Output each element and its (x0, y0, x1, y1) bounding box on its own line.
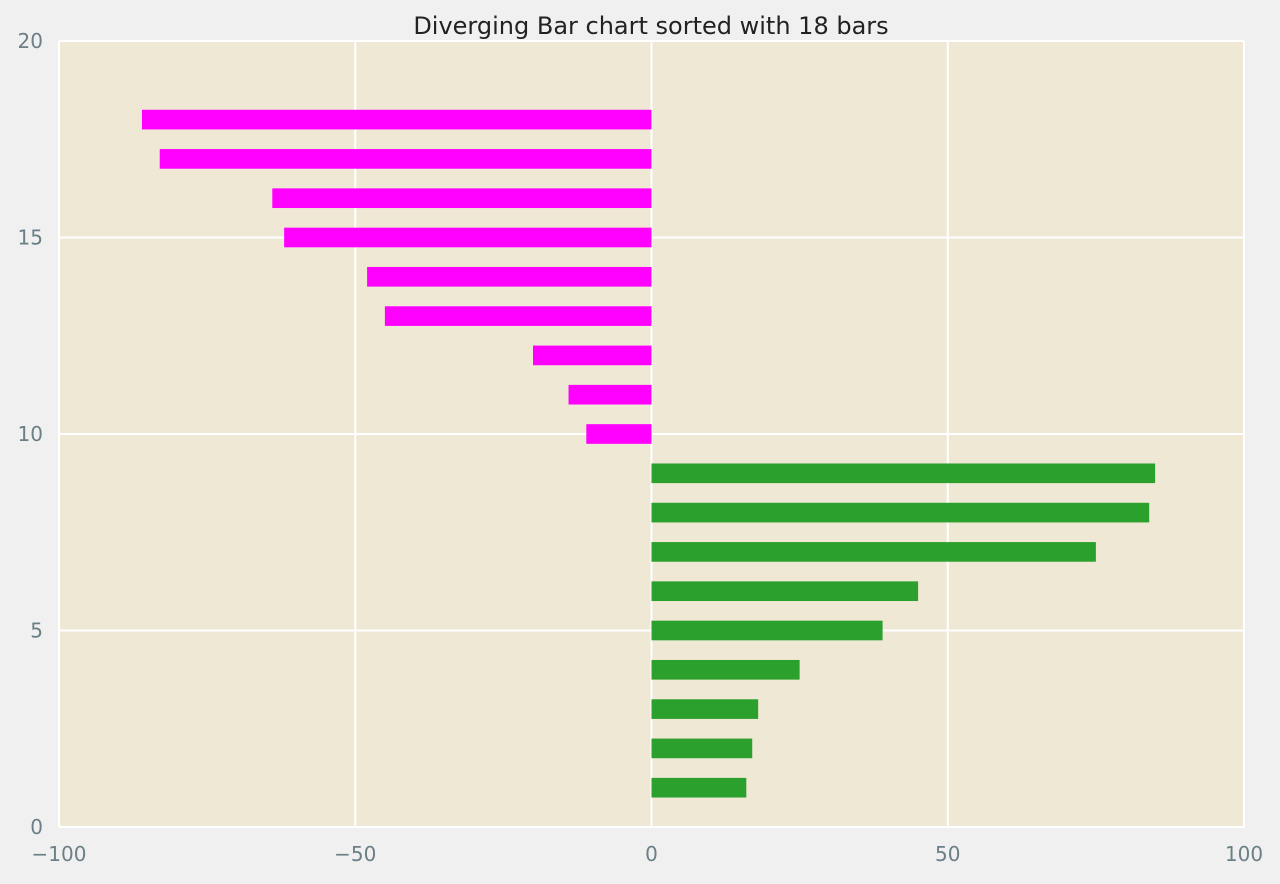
x-axis-tick-labels: −100 −50 0 50 100 (32, 842, 1264, 866)
y-axis-tick-labels: 0 5 10 15 20 (18, 29, 43, 839)
bar-15 (284, 227, 652, 248)
bar-5 (651, 620, 883, 641)
bar-13 (384, 306, 652, 326)
x-tick-label-1: −50 (334, 842, 376, 866)
chart-title: Diverging Bar chart sorted with 18 bars (413, 12, 888, 40)
x-tick-label-2: 0 (645, 842, 658, 866)
x-tick-label-4: 100 (1225, 842, 1263, 866)
bars (141, 109, 1156, 798)
bar-8 (651, 502, 1150, 523)
bar-7 (651, 542, 1096, 562)
x-tick-label-0: −100 (32, 842, 87, 866)
bar-10 (586, 424, 652, 444)
bar-17 (159, 149, 652, 169)
bar-14 (367, 266, 652, 287)
bar-6 (651, 581, 919, 602)
bar-4 (651, 659, 800, 680)
bar-1 (651, 777, 747, 798)
y-tick-label-4: 20 (18, 29, 43, 53)
y-tick-label-0: 0 (30, 815, 43, 839)
bar-2 (651, 738, 753, 759)
y-tick-label-1: 5 (30, 619, 43, 643)
bar-11 (568, 384, 652, 405)
bar-9 (651, 463, 1156, 484)
x-tick-label-3: 50 (935, 842, 960, 866)
bar-12 (533, 345, 652, 366)
bar-18 (141, 109, 652, 130)
bar-3 (651, 699, 759, 719)
y-tick-label-3: 15 (18, 226, 43, 250)
y-tick-label-2: 10 (18, 422, 43, 446)
bar-16 (272, 188, 652, 209)
